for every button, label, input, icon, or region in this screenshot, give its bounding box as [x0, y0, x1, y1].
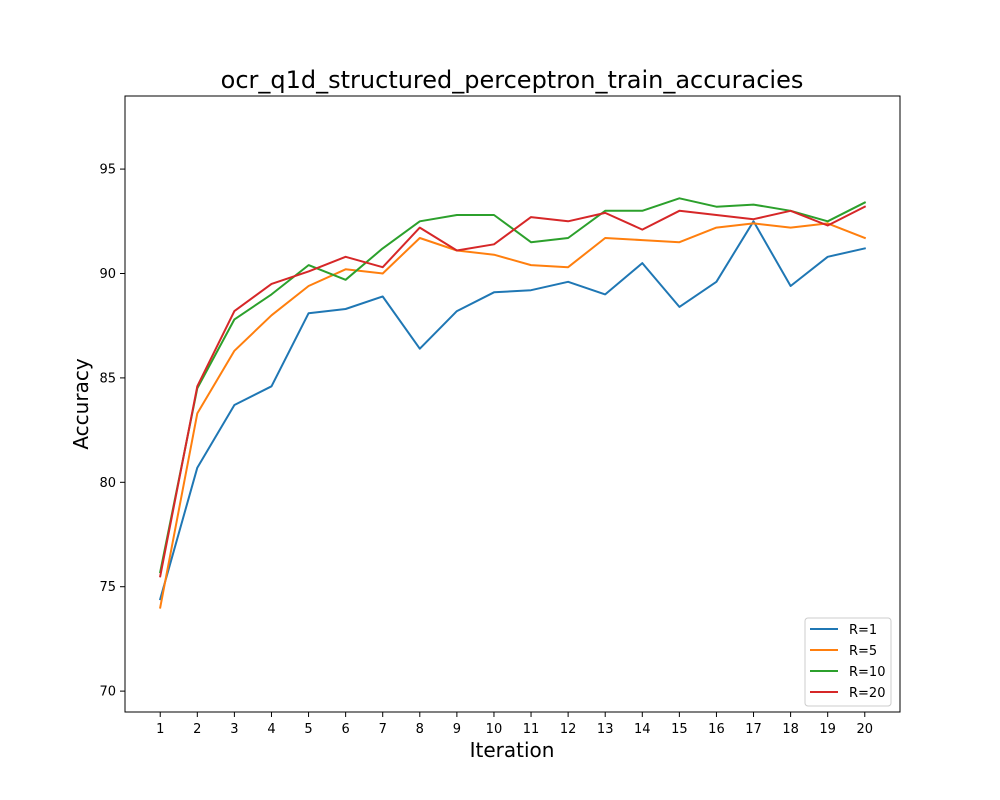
legend: R=1 R=5 R=10 R=20: [804, 617, 892, 707]
x-axis: 1 2 3 4 5 6 7 8 9 10 11 12 13 14 15 16 17 18 19 20: [156, 712, 873, 737]
x-tick-label: 14: [634, 722, 651, 737]
x-tick-label: 5: [304, 722, 312, 737]
y-tick-label: 70: [99, 685, 116, 700]
y-tick-label: 80: [99, 476, 116, 491]
x-tick-label: 16: [708, 722, 725, 737]
x-tick-label: 19: [819, 722, 836, 737]
legend-label: R=5: [849, 644, 877, 659]
x-tick-label: 7: [379, 722, 387, 737]
series-line-r-10: [159, 197, 867, 574]
x-tick-label: 3: [230, 722, 238, 737]
y-tick-label: 85: [99, 371, 116, 386]
x-tick-label: 4: [267, 722, 275, 737]
legend-box: [804, 617, 892, 707]
y-tick-label: 75: [99, 580, 116, 595]
y-tick-label: 95: [99, 163, 116, 178]
x-tick-label: 10: [486, 722, 503, 737]
x-tick-label: 1: [156, 722, 164, 737]
x-tick-label: 11: [523, 722, 540, 737]
y-axis-title: Accuracy: [69, 358, 93, 449]
plot-area: [158, 197, 867, 609]
legend-label: R=10: [849, 665, 885, 680]
x-tick-label: 8: [416, 722, 424, 737]
x-tick-label: 12: [560, 722, 577, 737]
legend-label: R=20: [849, 686, 885, 701]
plot-frame: [124, 95, 901, 713]
x-tick-label: 17: [745, 722, 762, 737]
series-line-r-1: [158, 220, 866, 601]
x-axis-title: Iteration: [470, 738, 555, 762]
y-tick-label: 90: [99, 267, 116, 282]
x-tick-label: 6: [341, 722, 349, 737]
x-tick-label: 15: [671, 722, 688, 737]
x-tick-label: 20: [856, 722, 873, 737]
legend-label: R=1: [849, 623, 877, 638]
x-tick-label: 18: [782, 722, 799, 737]
x-tick-label: 2: [193, 722, 201, 737]
y-axis: 70 75 80 85 90 95: [99, 163, 125, 700]
chart-title: ocr_q1d_structured_perceptron_train_accu…: [221, 66, 804, 94]
x-tick-label: 9: [453, 722, 461, 737]
series-line-r-5: [159, 222, 867, 609]
series-line-r-20: [159, 205, 867, 578]
x-tick-label: 13: [597, 722, 614, 737]
